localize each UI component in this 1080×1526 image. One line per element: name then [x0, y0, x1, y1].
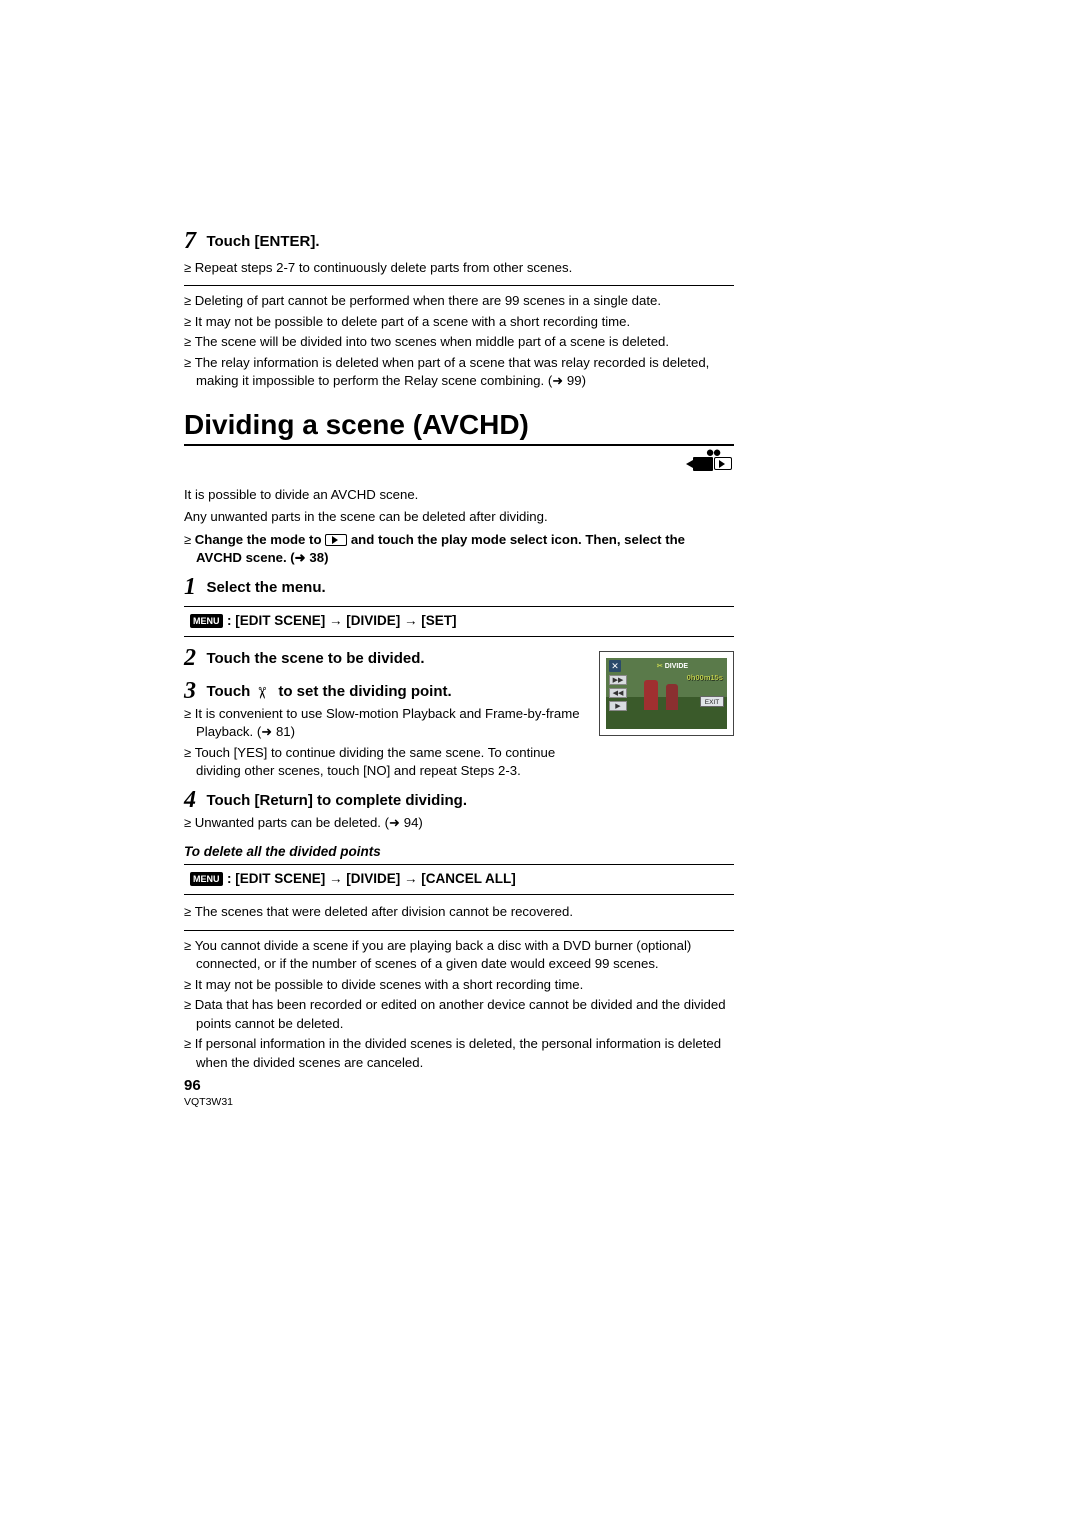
list-item: Touch [YES] to continue dividing the sam… — [184, 744, 734, 781]
playback-icon — [714, 457, 732, 470]
divider — [184, 930, 734, 931]
final-notes: You cannot divide a scene if you are pla… — [184, 937, 734, 1072]
step-3-num: 3 — [184, 678, 196, 704]
menu-path-cancel: MENU : [EDIT SCENE] → [DIVIDE] → [CANCEL… — [184, 864, 734, 895]
list-item: Change the mode to and touch the play mo… — [184, 531, 734, 568]
list-item: The relay information is deleted when pa… — [184, 354, 734, 391]
thumb-close-icon: ✕ — [609, 660, 621, 672]
step-7: 7 Touch [ENTER]. Repeat steps 2-7 to con… — [184, 228, 734, 277]
page-number: 96 — [184, 1077, 201, 1094]
step-1-num: 1 — [184, 574, 196, 600]
step-4-title: Touch [Return] to complete dividing. — [206, 792, 467, 809]
step-4-num: 4 — [184, 787, 196, 813]
thumb-ff-icon: ▶▶ — [609, 675, 627, 685]
thumb-divide-label: ✂ DIVIDE — [657, 662, 688, 670]
thumb-timestamp: 0h00m15s — [687, 673, 723, 682]
step-3-title-post: to set the dividing point. — [278, 683, 451, 700]
delete-points-heading: To delete all the divided points — [184, 844, 734, 859]
dots-icon: ●● — [693, 448, 732, 457]
thumb-controls: ▶▶ ◀◀ ▶ — [609, 675, 627, 714]
thumb-figure-icon — [666, 684, 678, 710]
steps-2-3-block: ✕ ✂ DIVIDE 0h00m15s ▶▶ ◀◀ ▶ EXIT 2 Touch… — [184, 645, 734, 781]
step-4: 4 Touch [Return] to complete dividing. — [184, 787, 734, 814]
videocam-icon — [693, 457, 713, 471]
list-item: Unwanted parts can be deleted. (➜ 94) — [184, 814, 734, 832]
heading-underline — [184, 444, 734, 446]
menu-badge-icon: MENU — [190, 614, 223, 628]
intro-line-2: Any unwanted parts in the scene can be d… — [184, 508, 734, 526]
divider — [184, 285, 734, 286]
post-menu-bullets: The scenes that were deleted after divis… — [184, 903, 734, 921]
section-heading: Dividing a scene (AVCHD) — [184, 409, 734, 441]
thumb-rw-icon: ◀◀ — [609, 688, 627, 698]
step-4-bullets: Unwanted parts can be deleted. (➜ 94) — [184, 814, 734, 832]
step-7-notes: Deleting of part cannot be performed whe… — [184, 292, 734, 390]
mode-text-pre: Change the mode to — [195, 532, 325, 547]
list-item: Repeat steps 2-7 to continuously delete … — [184, 259, 734, 277]
mode-icons: ●● — [184, 448, 734, 476]
scissors-icon: ✂ — [251, 686, 271, 699]
menu-badge-icon: MENU — [190, 872, 223, 886]
menu-path-set: MENU : [EDIT SCENE] → [DIVIDE] → [SET] — [184, 606, 734, 637]
list-item: It may not be possible to delete part of… — [184, 313, 734, 331]
step-7-title: Touch [ENTER]. — [206, 233, 319, 250]
step-3-title-pre: Touch — [206, 683, 254, 700]
intro-line-1: It is possible to divide an AVCHD scene. — [184, 486, 734, 504]
menu-path-text: : [EDIT SCENE] → [DIVIDE] → [CANCEL ALL] — [227, 871, 516, 886]
thumb-play-icon: ▶ — [609, 701, 627, 711]
play-mode-icon — [325, 534, 347, 546]
step-2-title: Touch the scene to be divided. — [206, 650, 424, 667]
list-item: Data that has been recorded or edited on… — [184, 996, 734, 1033]
menu-path-text: : [EDIT SCENE] → [DIVIDE] → [SET] — [227, 613, 457, 628]
mode-instruction: Change the mode to and touch the play mo… — [184, 531, 734, 568]
list-item: Deleting of part cannot be performed whe… — [184, 292, 734, 310]
step-1: 1 Select the menu. — [184, 574, 734, 601]
step-2-num: 2 — [184, 645, 196, 671]
list-item: You cannot divide a scene if you are pla… — [184, 937, 734, 974]
step-7-num: 7 — [184, 228, 196, 254]
list-item: It may not be possible to divide scenes … — [184, 976, 734, 994]
thumb-figure-icon — [644, 680, 658, 710]
thumb-exit-button: EXIT — [700, 696, 724, 707]
step-7-bullets: Repeat steps 2-7 to continuously delete … — [184, 259, 734, 277]
list-item: If personal information in the divided s… — [184, 1035, 734, 1072]
list-item: The scene will be divided into two scene… — [184, 333, 734, 351]
screen-thumbnail: ✕ ✂ DIVIDE 0h00m15s ▶▶ ◀◀ ▶ EXIT — [599, 651, 734, 736]
list-item: The scenes that were deleted after divis… — [184, 903, 734, 921]
step-1-title: Select the menu. — [206, 579, 325, 596]
document-id: VQT3W31 — [184, 1096, 233, 1108]
